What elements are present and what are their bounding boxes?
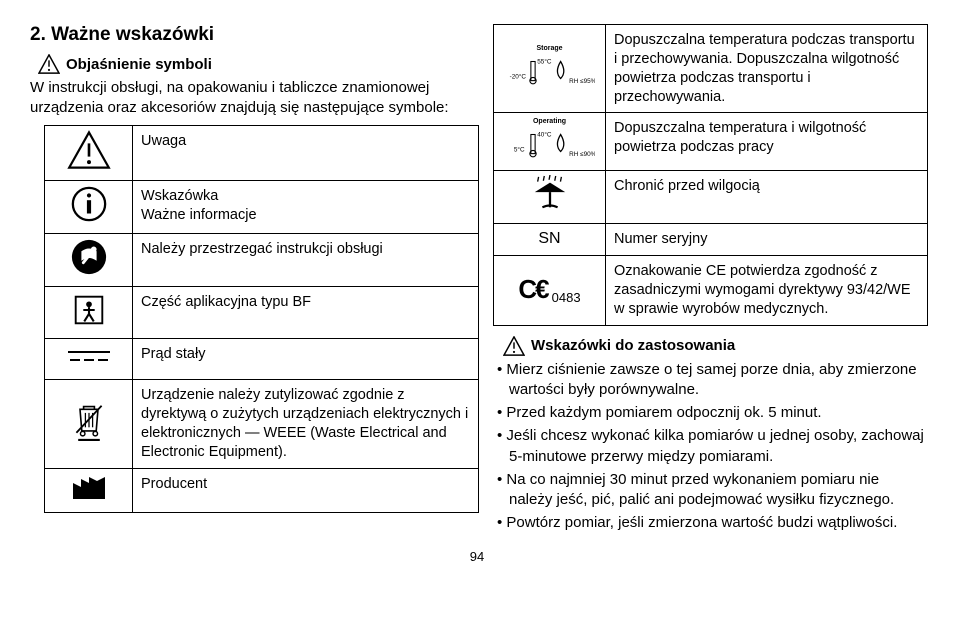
list-item: Przed każdym pomiarem odpocznij ok. 5 mi… [495,403,924,423]
symbol-desc: Producent [133,468,479,513]
list-item: Mierz ciśnienie zawsze o tej samej porze… [495,360,924,401]
ce-number: 0483 [552,290,581,305]
tips-list: Mierz ciśnienie zawsze o tej samej porze… [495,360,924,534]
list-item: Powtórz pomiar, jeśli zmierzona wartość … [495,513,924,533]
warning-icon [503,336,525,356]
list-item: Jeśli chcesz wykonać kilka pomiarów u je… [495,426,924,467]
symbols-table-right: Storage -20°C 55°C RH ≤95% Dopuszczalna … [493,24,928,326]
symbol-desc: Należy przestrzegać instrukcji obsługi [133,233,479,286]
list-item: Na co najmniej 30 minut przed wykonaniem… [495,470,924,511]
symbol-desc: Numer seryjny [606,224,928,256]
warning-icon [38,54,60,74]
table-row: Wskazówka Ważne informacje [45,180,479,233]
symbol-desc: Dopuszczalna temperatura i wilgotność po… [606,113,928,171]
table-row: C€ 0483 Oznakowanie CE potwierdza zgodno… [494,256,928,326]
symbol-desc: Dopuszczalna temperatura podczas transpo… [606,25,928,113]
type-bf-icon [45,286,133,339]
symbol-desc: Uwaga [133,126,479,181]
keep-dry-icon [494,171,606,224]
table-row: Storage -20°C 55°C RH ≤95% Dopuszczalna … [494,25,928,113]
subheading-text: Objaśnienie symboli [66,56,212,73]
svg-text:40°C: 40°C [537,131,552,139]
symbol-desc: Wskazówka Ważne informacje [133,180,479,233]
storage-low: -20°C [509,73,526,81]
symbol-desc: Część aplikacyjna typu BF [133,286,479,339]
svg-text:RH ≤95%: RH ≤95% [569,78,595,85]
manufacturer-icon [45,468,133,513]
operating-icon: Operating 5°C 40°C RH ≤90% [494,113,606,171]
svg-text:5°C: 5°C [513,146,524,154]
table-row: Producent [45,468,479,513]
table-row: Operating 5°C 40°C RH ≤90% Dopuszczalna … [494,113,928,171]
symbol-desc: Chronić przed wilgocią [606,171,928,224]
ce-icon: C€ 0483 [494,256,606,326]
table-row: Uwaga [45,126,479,181]
info-icon [45,180,133,233]
intro-text: W instrukcji obsługi, na opakowaniu i ta… [30,78,465,117]
table-row: Należy przestrzegać instrukcji obsługi [45,233,479,286]
table-row: Prąd stały [45,339,479,380]
operating-label: Operating [498,117,601,126]
svg-text:RH ≤90%: RH ≤90% [569,151,595,158]
page-number: 94 [0,549,954,564]
dc-icon [45,339,133,380]
symbol-desc: Oznakowanie CE potwierdza zgodność z zas… [606,256,928,326]
symbols-table-left: Uwaga Wskazówka Ważne informacje Należy … [44,125,479,513]
table-row: Chronić przed wilgocią [494,171,928,224]
read-manual-icon [45,233,133,286]
section-heading: 2. Ważne wskazówki [30,24,465,46]
table-row: Część aplikacyjna typu BF [45,286,479,339]
storage-icon: Storage -20°C 55°C RH ≤95% [494,25,606,113]
weee-icon [45,380,133,468]
storage-label: Storage [498,44,601,53]
table-row: Urządzenie należy zutylizować zgodnie z … [45,380,479,468]
table-row: SN Numer seryjny [494,224,928,256]
symbol-desc: Prąd stały [133,339,479,380]
caution-icon [45,126,133,181]
symbol-desc: Urządzenie należy zutylizować zgodnie z … [133,380,479,468]
subheading-symbols: Objaśnienie symboli [38,54,465,74]
tips-heading-text: Wskazówki do zastosowania [531,337,735,354]
subheading-tips: Wskazówki do zastosowania [503,336,924,356]
svg-text:55°C: 55°C [537,58,552,66]
sn-icon: SN [494,224,606,256]
